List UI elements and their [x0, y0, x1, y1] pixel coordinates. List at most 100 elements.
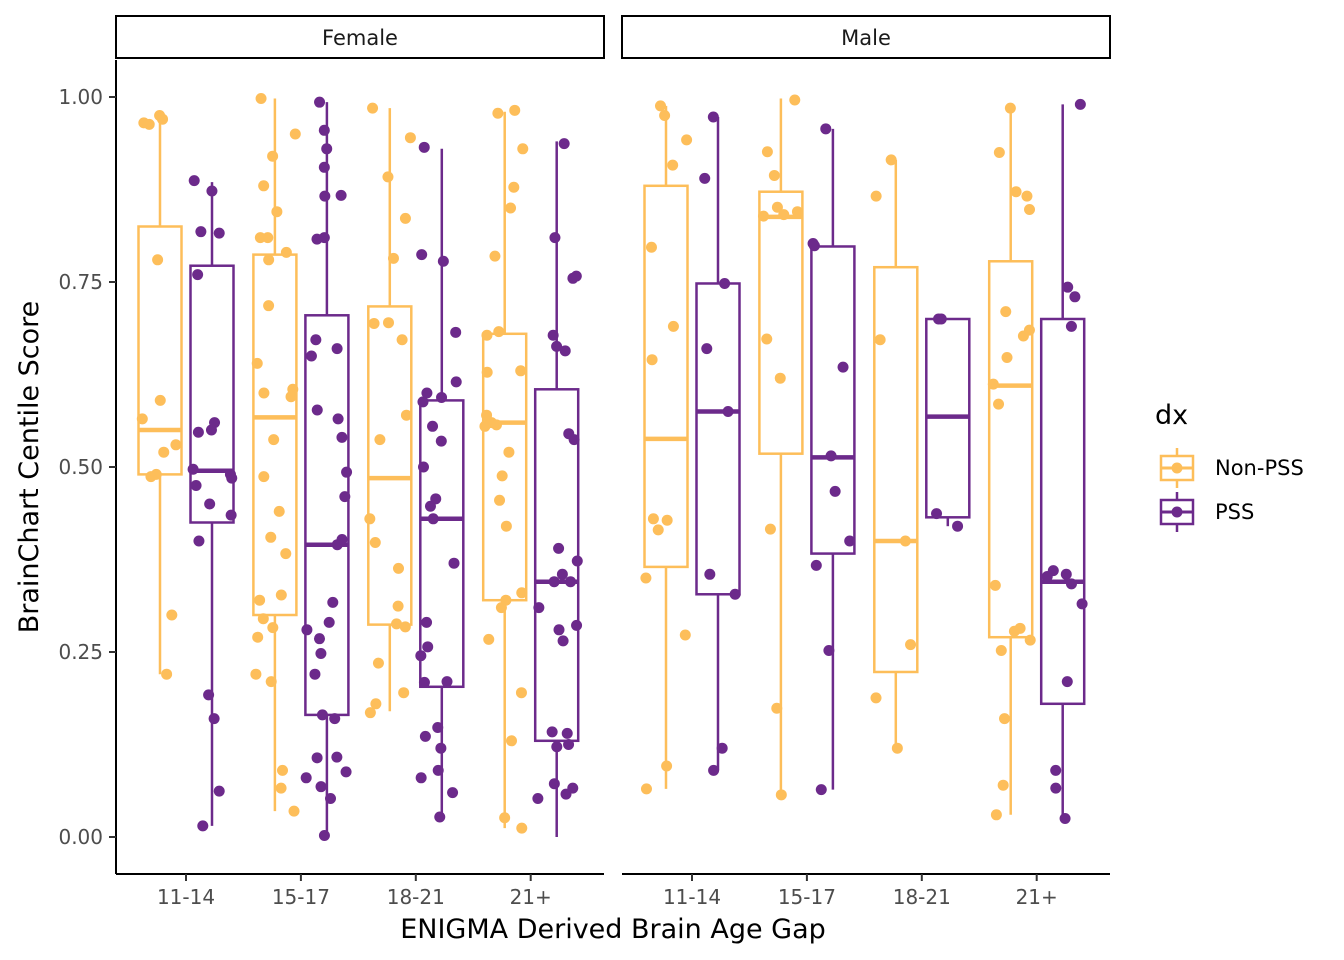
box: [189, 264, 235, 524]
data-point: [1001, 351, 1013, 363]
data-point: [275, 782, 287, 794]
data-point: [226, 472, 238, 484]
data-point: [771, 201, 783, 213]
data-point: [435, 435, 447, 447]
data-point: [427, 513, 439, 525]
data-point: [340, 766, 352, 778]
box-group: [187, 175, 238, 832]
data-point: [448, 557, 460, 569]
data-point: [208, 713, 220, 725]
data-point: [509, 104, 521, 116]
data-point: [563, 739, 575, 750]
data-point: [263, 254, 275, 266]
data-point: [995, 645, 1007, 657]
data-point: [549, 232, 561, 244]
data-point: [500, 520, 512, 532]
data-point: [152, 254, 164, 266]
data-point: [647, 513, 659, 525]
data-point: [314, 96, 326, 108]
data-point: [367, 102, 379, 114]
data-point: [315, 647, 327, 659]
data-point: [325, 793, 337, 805]
data-point: [557, 635, 569, 647]
data-point: [391, 618, 403, 630]
data-point: [1059, 813, 1071, 824]
data-point: [288, 805, 300, 817]
data-point: [188, 175, 200, 187]
data-point: [1050, 764, 1062, 776]
data-point: [490, 419, 502, 431]
data-point: [764, 523, 776, 535]
facet-strips: Female Male: [115, 15, 1111, 59]
data-point: [418, 676, 430, 688]
data-point: [257, 613, 269, 625]
box-group: [870, 154, 919, 754]
data-point: [203, 689, 215, 701]
data-point: [190, 480, 202, 491]
data-point: [558, 138, 570, 150]
data-point: [844, 535, 856, 547]
y-axis-title: BrainChart Centile Score: [14, 301, 45, 634]
data-point: [993, 398, 1005, 410]
data-point: [418, 141, 430, 153]
box: [695, 282, 741, 596]
data-point: [667, 320, 679, 332]
box: [643, 184, 689, 569]
box-group: [479, 104, 529, 834]
box: [367, 305, 413, 626]
data-point: [553, 542, 565, 554]
data-point: [323, 616, 335, 628]
data-point: [791, 206, 803, 218]
facet-strip-male: [621, 15, 1111, 59]
data-point: [494, 494, 506, 506]
data-point: [492, 107, 504, 119]
data-point: [515, 365, 527, 377]
data-point: [265, 676, 277, 688]
box-group: [695, 111, 741, 776]
x-axis: 11-14 15-17 18-21 21+ 11-14 15-17 18-21 21+: [116, 873, 1110, 909]
data-point: [990, 809, 1002, 821]
box-group: [640, 100, 693, 795]
data-point: [870, 190, 882, 202]
data-point: [335, 189, 347, 201]
data-point: [204, 498, 216, 510]
data-point: [161, 668, 173, 680]
data-point: [318, 830, 330, 842]
data-point: [435, 742, 447, 754]
data-point: [874, 334, 886, 346]
data-point: [761, 333, 773, 345]
panel-male: [640, 94, 1088, 824]
data-point: [136, 413, 148, 425]
data-point: [432, 764, 444, 776]
data-point: [370, 698, 382, 710]
data-point: [493, 326, 505, 338]
data-point: [258, 387, 270, 399]
x-axis-title: ENIGMA Derived Brain Age Gap: [400, 914, 826, 945]
data-point: [553, 624, 565, 636]
data-point: [719, 277, 731, 289]
box: [252, 253, 298, 617]
legend-label: Non-PSS: [1215, 456, 1304, 480]
data-point: [316, 709, 328, 721]
data-point: [646, 354, 658, 366]
data-point: [387, 252, 399, 264]
data-point: [263, 300, 275, 312]
facet-label-male: Male: [841, 26, 891, 50]
data-point: [311, 233, 323, 245]
data-point: [415, 650, 427, 662]
data-point: [311, 404, 323, 416]
data-point: [808, 240, 820, 252]
data-point: [415, 772, 427, 784]
data-point: [331, 539, 343, 551]
data-point: [1061, 676, 1073, 688]
data-point: [516, 822, 528, 834]
data-point: [250, 668, 262, 680]
data-point: [1050, 782, 1062, 794]
data-point: [667, 159, 679, 171]
data-point: [548, 576, 560, 588]
data-point: [437, 255, 449, 267]
data-point: [332, 413, 344, 425]
data-point: [392, 600, 404, 612]
data-point: [952, 520, 964, 532]
